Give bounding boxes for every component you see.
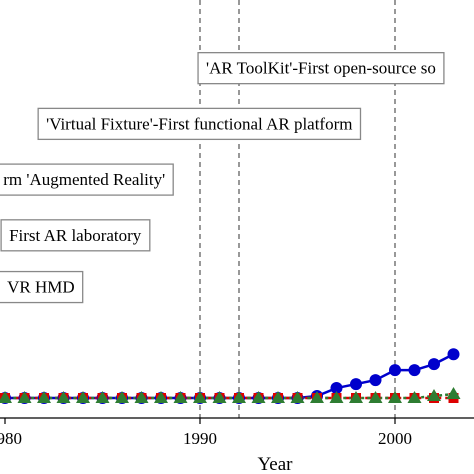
series-3-point [154,391,168,403]
series-3-point [251,391,266,403]
series-3-point [115,391,129,403]
annotation-1: 'AR ToolKit'-First open-source so [197,52,445,85]
series-3-point [95,391,110,403]
series-3-point [446,387,461,400]
series-3-point [290,391,305,403]
annotation-text: rm 'Augmented Reality' [3,170,165,189]
annotation-box [0,163,174,196]
series-3-point [349,391,363,403]
series-3-point [407,391,422,403]
series-1-point [350,378,362,391]
series-3-point [76,391,90,403]
annotation-layer: 'AR ToolKit'-First open-source so 'Virtua… [0,52,445,304]
series-3-point [37,391,51,403]
series-1-point [330,382,343,395]
annotation-text: First AR laboratory [9,226,142,245]
annotation-text: 'AR ToolKit'-First open-source so [206,59,436,78]
series-layer [0,348,461,404]
series-3-point [427,389,441,402]
axes: 1980 1990 2000 Year [0,417,474,474]
x-axis-label: Year [257,454,293,474]
series-3-point [212,391,227,403]
x-tick-label: 2000 [378,429,412,448]
series-3-point [193,391,207,403]
series-3-point [17,391,32,403]
series-3-point [134,391,149,403]
series-3-point [173,391,188,403]
series-1-point [428,358,440,371]
annotation-3: rm 'Augmented Reality' [0,163,174,196]
annotation-5: VR HMD [0,270,84,304]
annotation-box [37,107,362,141]
x-tick-label: 1980 [0,429,22,448]
annotation-box [197,52,445,85]
series-3-point [310,391,324,403]
x-tick-label: 1990 [183,429,217,448]
annotation-4: First AR laboratory [0,219,151,252]
series-3-point [368,391,383,403]
x-ticks: 1980 1990 2000 [0,418,412,448]
series-3-point [0,391,12,403]
series-1-point [389,364,401,377]
series-1-point [447,348,460,361]
annotation-text: 'Virtual Fixture'-First functional AR pl… [46,114,352,133]
series-3-point [388,391,402,403]
series-3-point [56,391,71,403]
annotation-box [0,270,84,304]
series-3-point [329,391,344,403]
series-3-point [232,391,246,403]
reference-lines [199,0,396,418]
series-line-1 [0,353,455,400]
series-3-point [271,391,285,403]
annotation-box [0,219,151,252]
series-1-point [369,374,382,387]
annotation-2: 'Virtual Fixture'-First functional AR pl… [37,107,362,141]
annotation-text: VR HMD [7,278,75,297]
series-1-point [408,364,421,377]
